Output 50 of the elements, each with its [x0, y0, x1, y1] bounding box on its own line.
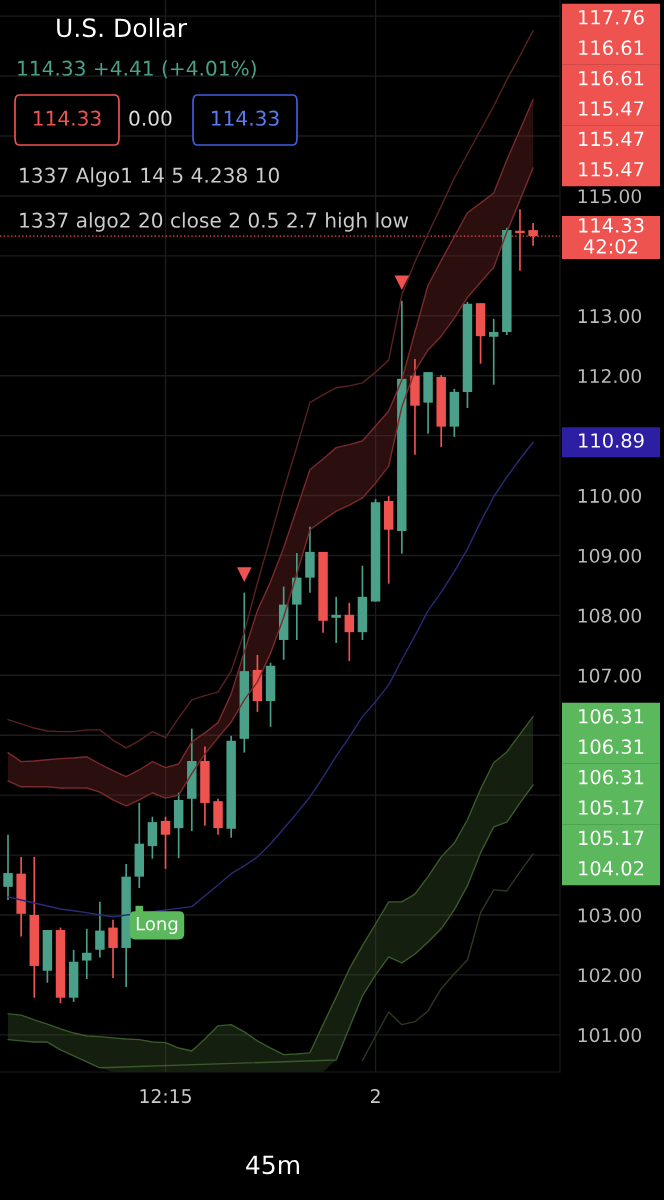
y-tick-label: 103.00: [578, 908, 642, 923]
candlestick: [95, 900, 105, 959]
point: [237, 567, 252, 582]
annotation: 1337 algo2 20 close 2 0.5 2.7 high low: [20, 212, 409, 232]
annotation: 0.00: [129, 110, 172, 126]
text: U.S. Dollar: [57, 17, 188, 38]
line-series: [7, 441, 534, 918]
point: [394, 275, 410, 291]
candlestick: [160, 815, 171, 870]
text: 110.89: [579, 433, 644, 448]
text: 105.17: [579, 800, 644, 815]
text: 116.61: [579, 40, 644, 56]
annotation: 1337 Algo1 14 5 4.238 10: [20, 167, 279, 187]
candlestick: [108, 918, 118, 979]
text: 106.31: [579, 769, 644, 785]
y-tick-label: 107.00: [578, 668, 642, 683]
text: 104.02: [579, 860, 644, 876]
candlestick: [3, 833, 13, 901]
annotation: 114.33: [211, 110, 279, 126]
line-series: [7, 784, 534, 1069]
y-tick-label: 110.00: [578, 488, 642, 503]
text: 115.47: [579, 131, 644, 147]
y-tick-label: 102.00: [578, 968, 642, 983]
data-label: Long: [136, 917, 178, 935]
line-series: [361, 853, 534, 1062]
text: 114.33: [579, 218, 644, 233]
y-tick-label: 112.00: [578, 368, 642, 384]
candlestick: [147, 815, 158, 860]
text: 106.31: [579, 708, 644, 724]
text: 116.61: [579, 70, 644, 86]
y-tick-label: 109.00: [578, 548, 642, 563]
y-tick-label: 101.00: [578, 1028, 642, 1043]
text: 106.31: [579, 739, 644, 755]
y-tick-label: 108.00: [578, 608, 642, 623]
y-tick-label: 113.00: [578, 309, 642, 324]
annotation: 114.33: [33, 110, 101, 126]
text: 114.33 +4.41 (+4.01%): [18, 60, 256, 79]
text: 115.47: [579, 101, 644, 116]
candlestick: [331, 595, 341, 644]
text: 115.47: [579, 162, 644, 177]
candlestick: [82, 927, 92, 980]
text: 42:02: [583, 239, 638, 254]
text: 45m: [246, 1155, 299, 1175]
text: 105.17: [579, 830, 644, 846]
candlestick: [344, 601, 355, 662]
y-tick-label: 115.00: [578, 189, 642, 204]
candlestick: [488, 317, 499, 386]
x-tick-label: 2: [370, 1089, 380, 1103]
text: 117.76: [579, 9, 644, 25]
x-tick-label: 12:15: [140, 1089, 191, 1104]
